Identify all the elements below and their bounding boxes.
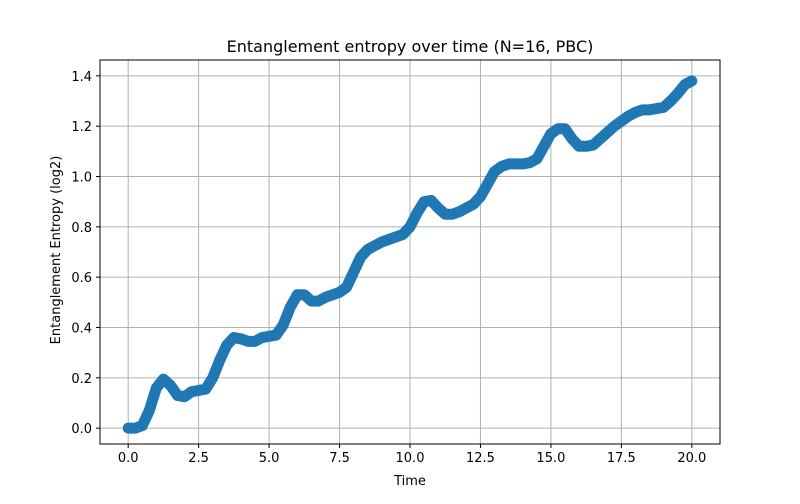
- plot-frame: [99, 59, 721, 445]
- y-tick-label: 1.2: [71, 120, 92, 135]
- x-tick-label: 2.5: [188, 451, 209, 466]
- x-tick-label: 20.0: [677, 451, 706, 466]
- y-tick-label: 0.0: [71, 422, 92, 437]
- x-tick-label: 10.0: [396, 451, 425, 466]
- data-line: [122, 75, 698, 434]
- x-tick-label: 5.0: [259, 451, 280, 466]
- x-axis-label: Time: [393, 474, 426, 489]
- y-tick-label: 1.0: [71, 171, 92, 186]
- y-axis-label: Entanglement Entropy (log2): [49, 156, 64, 345]
- x-tick-label: 17.5: [607, 451, 636, 466]
- x-tick-label: 0.0: [118, 451, 139, 466]
- y-tick-label: 0.2: [71, 372, 92, 387]
- x-tick-label: 7.5: [329, 451, 350, 466]
- chart-title: Entanglement entropy over time (N=16, PB…: [227, 37, 594, 56]
- y-tick-label: 0.4: [71, 321, 92, 336]
- y-tick-label: 0.6: [71, 271, 92, 286]
- x-tick-label: 12.5: [466, 451, 495, 466]
- y-tick-label: 0.8: [71, 221, 92, 236]
- y-tick-label: 1.4: [71, 70, 92, 85]
- x-tick-label: 15.0: [536, 451, 565, 466]
